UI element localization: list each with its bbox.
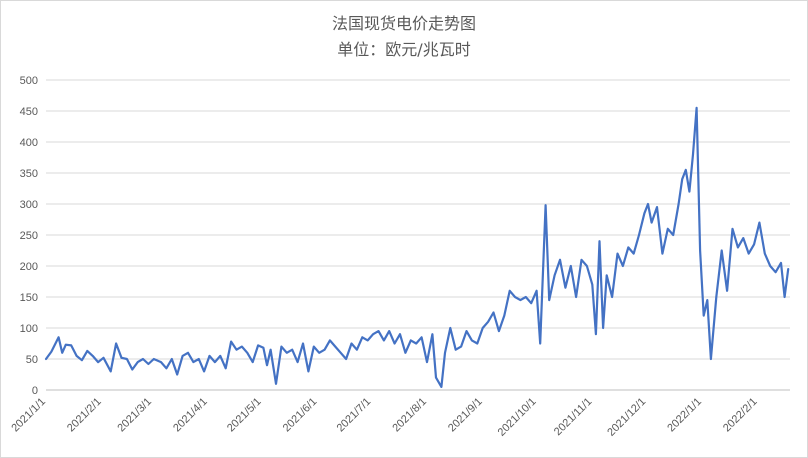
y-tick-label: 500 xyxy=(20,75,38,87)
y-tick-label: 300 xyxy=(20,199,38,211)
chart-subtitle: 单位：欧元/兆瓦时 xyxy=(337,40,471,59)
y-tick-label: 200 xyxy=(20,261,38,273)
y-tick-label: 400 xyxy=(20,137,38,149)
x-tick-label: 2021/6/1 xyxy=(281,396,320,435)
y-tick-label: 450 xyxy=(20,106,38,118)
x-tick-label: 2021/1/1 xyxy=(9,396,48,435)
chart-title: 法国现货电价走势图 xyxy=(331,14,476,33)
x-tick-label: 2021/10/1 xyxy=(496,396,539,439)
x-tick-label: 2021/9/1 xyxy=(446,396,485,435)
x-tick-label: 2022/1/1 xyxy=(665,396,704,435)
y-tick-label: 50 xyxy=(26,354,38,366)
y-tick-label: 250 xyxy=(20,230,38,242)
y-tick-label: 150 xyxy=(20,292,38,304)
x-tick-label: 2021/7/1 xyxy=(335,396,374,435)
x-tick-label: 2021/11/1 xyxy=(552,396,595,439)
x-tick-label: 2021/8/1 xyxy=(390,396,429,435)
x-tick-label: 2021/4/1 xyxy=(171,396,210,435)
x-tick-label: 2021/2/1 xyxy=(65,396,104,435)
x-tick-label: 2021/12/1 xyxy=(605,396,648,439)
series-line-0 xyxy=(44,106,790,388)
x-tick-label: 2021/5/1 xyxy=(225,396,264,435)
x-tick-label: 2021/3/1 xyxy=(115,396,154,435)
y-tick-label: 0 xyxy=(32,385,38,397)
x-tick-label: 2022/2/1 xyxy=(721,396,760,435)
y-tick-label: 100 xyxy=(20,323,38,335)
y-tick-label: 350 xyxy=(20,168,38,180)
